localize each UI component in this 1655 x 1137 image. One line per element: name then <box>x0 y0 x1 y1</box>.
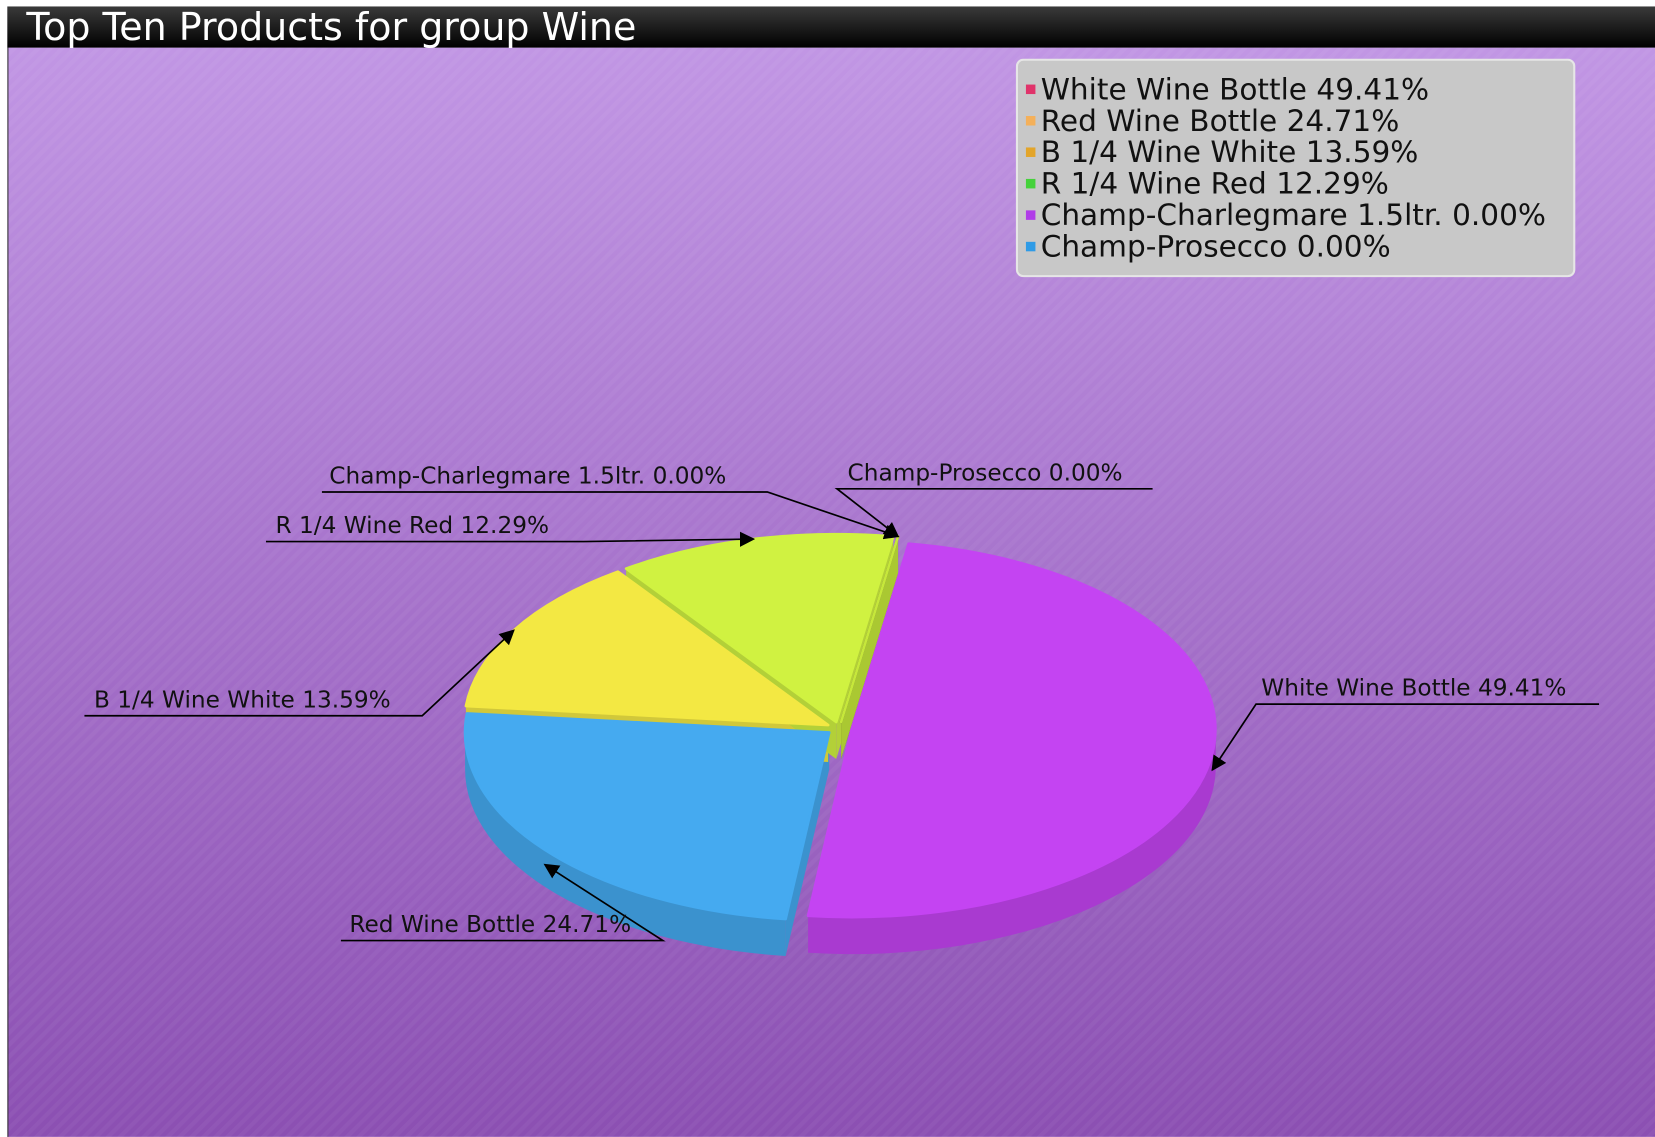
slice-label: White Wine Bottle 49.41% <box>1261 675 1566 702</box>
slice-label-value: 0.00% <box>1049 459 1123 486</box>
label-leader <box>340 863 666 942</box>
slice-label-name: White Wine Bottle <box>1261 675 1470 702</box>
slice-label-value: 12.29% <box>461 512 550 539</box>
legend-swatch <box>1025 147 1036 157</box>
legend-label: B 1/4 Wine White 13.59% <box>1041 135 1419 169</box>
label-leader <box>834 487 1153 538</box>
slice-label: R 1/4 Wine Red 12.29% <box>275 512 549 539</box>
slice-label-name: Champ-Charlegmare 1.5ltr. <box>329 463 645 490</box>
legend-name: Red Wine Bottle <box>1041 104 1278 138</box>
legend-box <box>1015 58 1576 278</box>
legend-name: R 1/4 Wine Red <box>1041 167 1267 201</box>
slice-cut-face <box>785 732 830 956</box>
legend-name: White Wine Bottle <box>1041 72 1307 106</box>
chart-title: Top Ten Products for group Wine <box>25 5 636 49</box>
legend-value: 24.71% <box>1287 104 1400 138</box>
legend-label: Red Wine Bottle 24.71% <box>1041 104 1400 138</box>
slice-label: B 1/4 Wine White 13.59% <box>94 686 391 713</box>
slice-label-name: Champ-Prosecco <box>848 459 1042 486</box>
legend-value: 0.00% <box>1452 198 1546 232</box>
legend-swatch <box>1025 84 1036 95</box>
legend-name: B 1/4 Wine White <box>1041 135 1297 169</box>
slice-label-value: 24.71% <box>543 911 632 938</box>
legend-value: 12.29% <box>1276 167 1389 201</box>
legend-name: Champ-Charlegmare 1.5ltr. <box>1041 198 1443 232</box>
slice-side <box>808 729 1216 955</box>
legend-value: 0.00% <box>1297 230 1391 264</box>
label-leader <box>84 629 515 717</box>
slice-cut-face <box>841 536 899 759</box>
legend-name: Champ-Prosecco <box>1041 230 1288 264</box>
legend-label: R 1/4 Wine Red 12.29% <box>1041 167 1389 201</box>
label-leader <box>265 531 756 547</box>
pie-slice <box>463 712 831 921</box>
legend-value: 13.59% <box>1306 135 1419 169</box>
label-leader <box>1211 703 1600 772</box>
legend-swatch <box>1025 210 1036 220</box>
legend-label: Champ-Prosecco 0.00% <box>1041 230 1391 264</box>
slice-labels: White Wine Bottle 49.41% Red Wine Bottle … <box>84 459 1600 942</box>
label-leader <box>321 491 900 540</box>
legend-value: 49.41% <box>1316 72 1429 106</box>
legend: White Wine Bottle 49.41%Red Wine Bottle … <box>1025 72 1546 264</box>
slice-label-value: 0.00% <box>653 463 727 490</box>
title-bar <box>7 6 1655 48</box>
slice-label-value: 49.41% <box>1478 675 1567 702</box>
slice-label: Red Wine Bottle 24.71% <box>349 911 631 938</box>
legend-label: White Wine Bottle 49.41% <box>1041 72 1429 106</box>
legend-swatch <box>1025 178 1036 189</box>
slice-label-name: R 1/4 Wine Red <box>275 512 453 539</box>
slice-side <box>465 732 786 956</box>
slice-label: Champ-Charlegmare 1.5ltr. 0.00% <box>329 463 726 490</box>
legend-swatch <box>1025 241 1036 252</box>
slice-label-name: B 1/4 Wine White <box>94 686 295 713</box>
slice-label-value: 13.59% <box>302 686 391 713</box>
legend-swatch <box>1025 116 1036 126</box>
legend-label: Champ-Charlegmare 1.5ltr. 0.00% <box>1041 198 1546 232</box>
slice-label-name: Red Wine Bottle <box>349 911 535 938</box>
slice-label: Champ-Prosecco 0.00% <box>848 459 1123 486</box>
